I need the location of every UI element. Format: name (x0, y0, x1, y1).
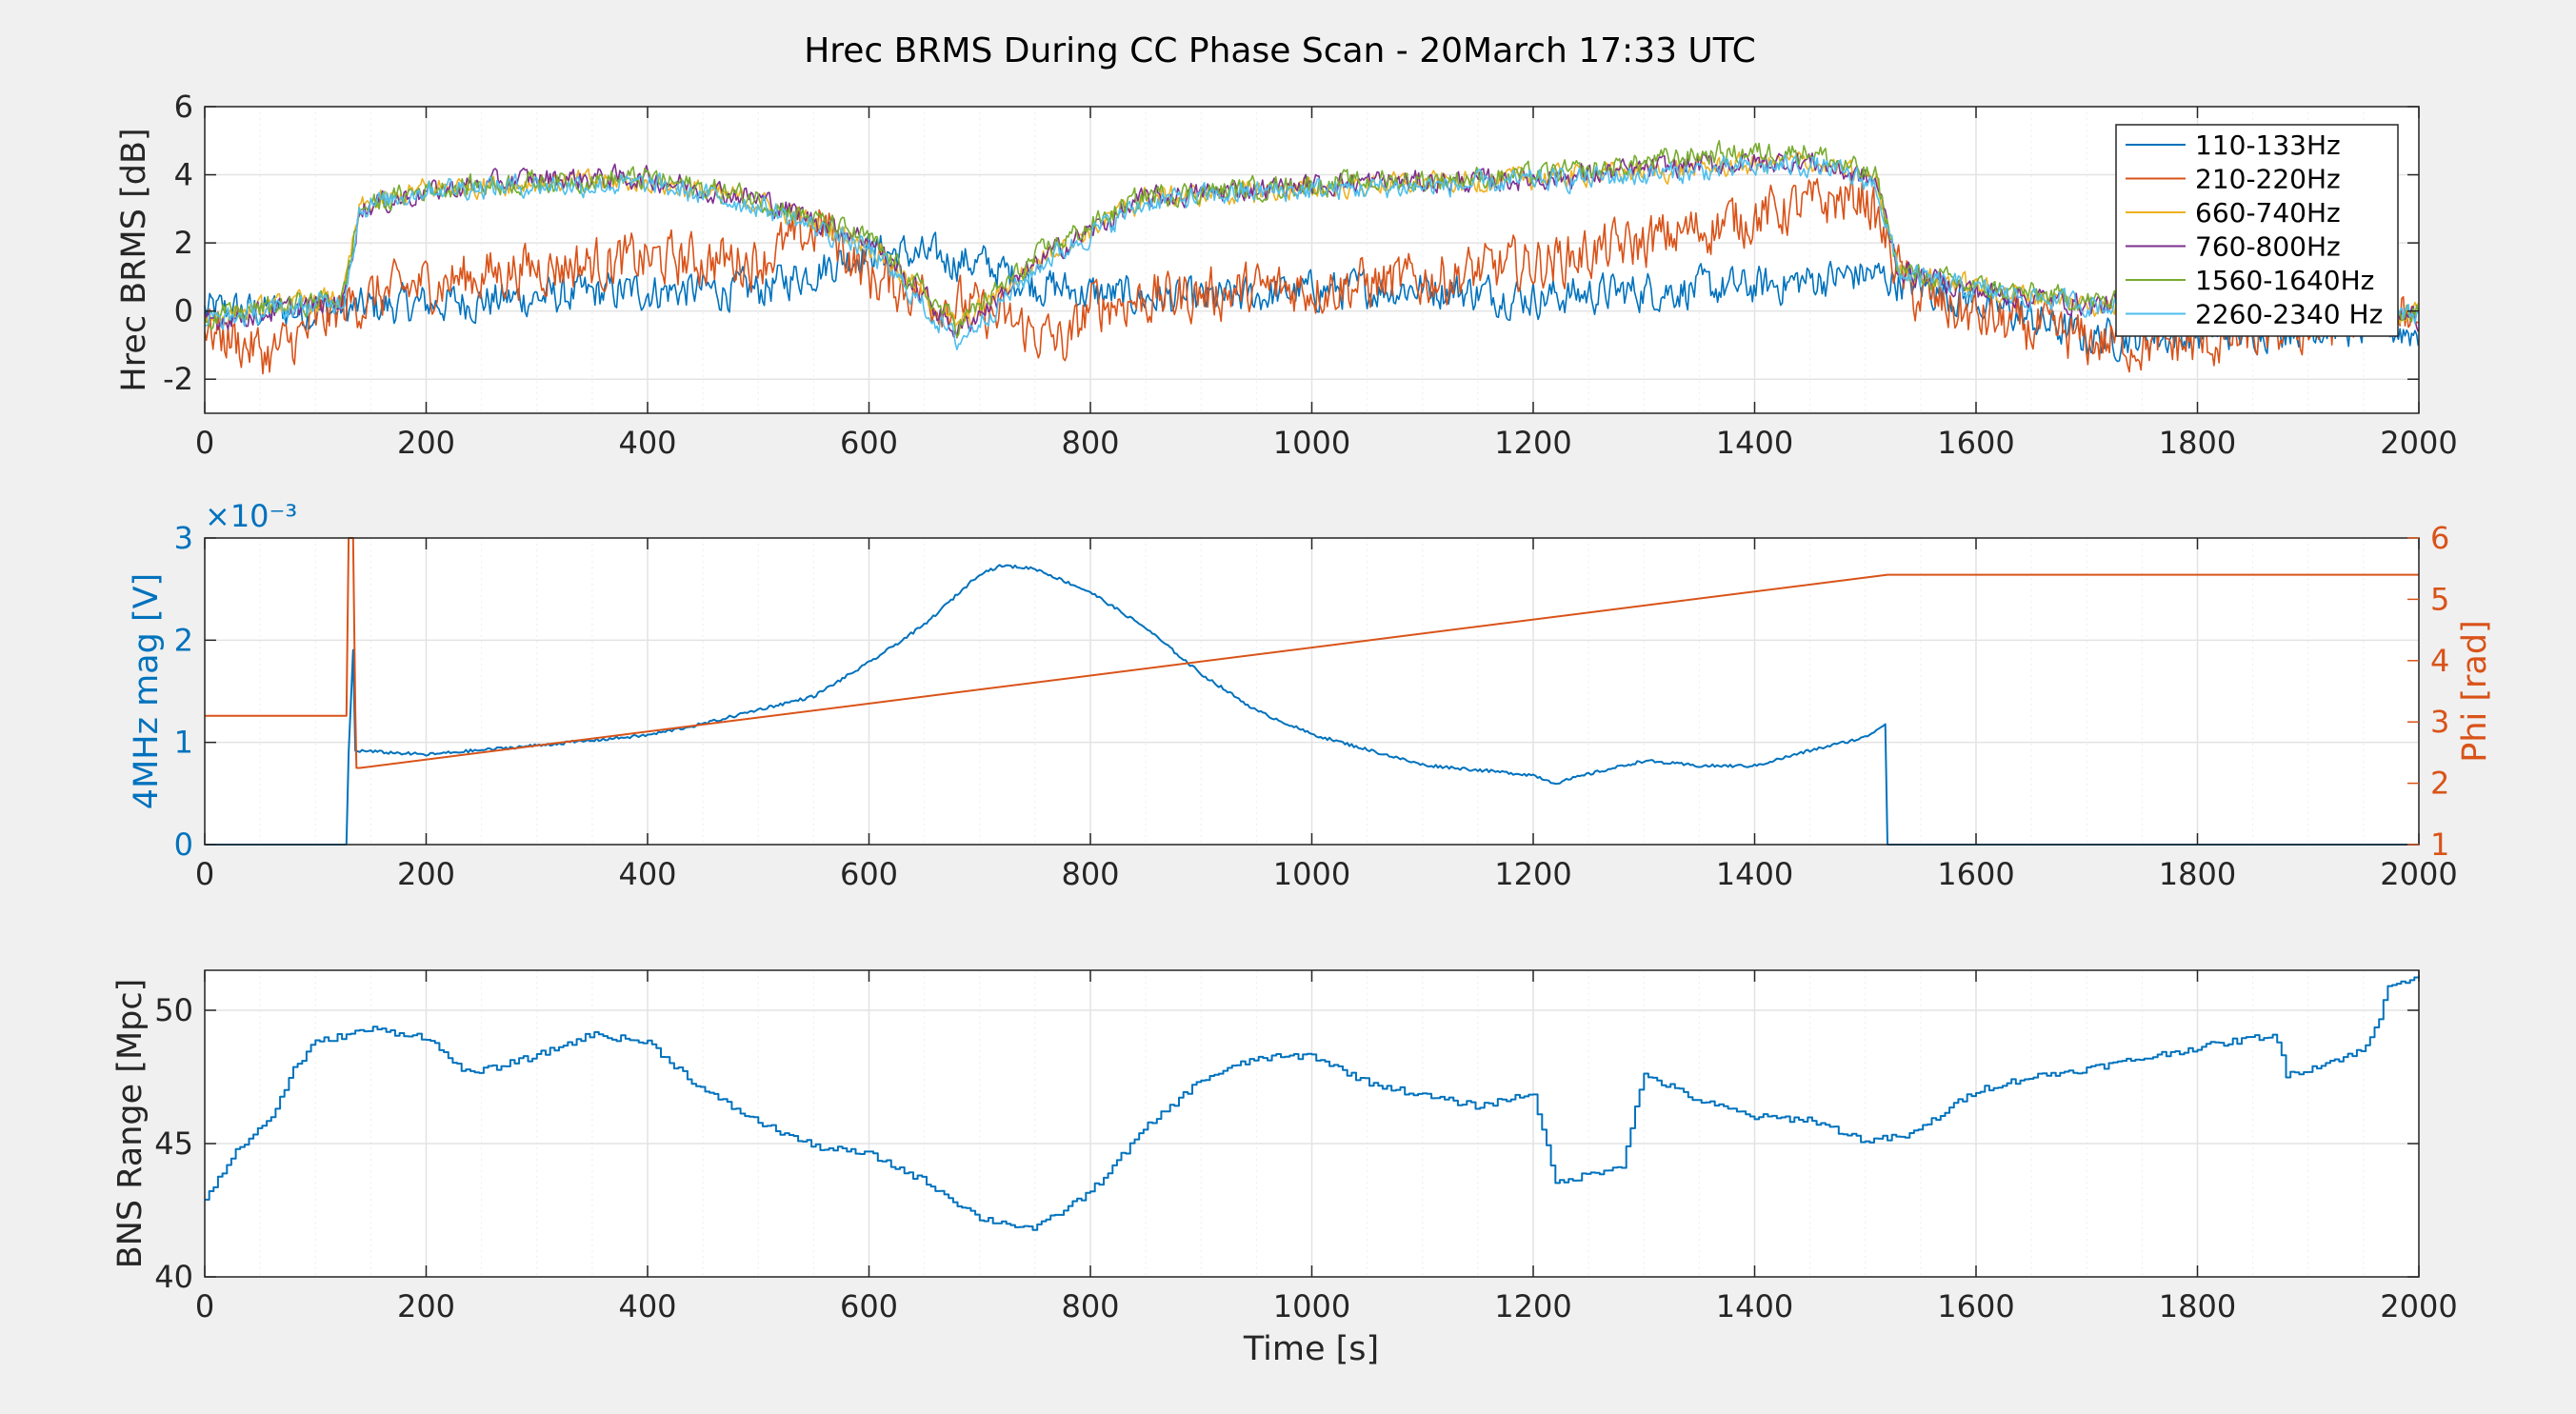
legend: 110-133Hz210-220Hz660-740Hz760-800Hz1560… (2115, 124, 2399, 337)
x-tick-label: 400 (618, 1288, 676, 1324)
series-group (204, 140, 2420, 375)
y-tick-label-right: 4 (2430, 643, 2449, 679)
x-tick-label: 1600 (1937, 856, 2014, 892)
x-tick-label: 1600 (1937, 1288, 2014, 1324)
x-tick-label: 200 (397, 856, 455, 892)
plot-bns-range: 0 200 400 600 800 1000 1200 1400 1600 1800 2000 40 4… (111, 969, 2458, 1368)
tick-group: 0 200 400 600 800 1000 1200 1400 1600 1800 2000 40 4… (154, 970, 2458, 1324)
x-axis-label: Time [s] (1243, 1330, 1379, 1368)
x-tick-label: 1200 (1494, 856, 1571, 892)
x-tick-label: 800 (1061, 1288, 1119, 1324)
plot-hrec-brms: 0 200 400 600 800 1000 1200 1400 1600 1800 2000-20… (115, 89, 2458, 461)
legend-entry: 760-800Hz (2195, 231, 2341, 263)
x-tick-label: 1800 (2159, 1288, 2236, 1324)
figure-title: Hrec BRMS During CC Phase Scan - 20March… (804, 31, 1756, 70)
x-tick-label: 0 (195, 425, 214, 461)
plot-4mhz-mag-phi: 0 200 400 600 800 1000 1200 1400 1600 1800 2000 0 1 2… (128, 498, 2494, 892)
y-tick-label: 0 (174, 826, 193, 863)
x-tick-label: 2000 (2380, 1288, 2457, 1324)
x-tick-label: 1000 (1273, 856, 1350, 892)
x-tick-label: 600 (840, 425, 898, 461)
legend-entry: 210-220Hz (2195, 164, 2341, 195)
y-tick-label: 1 (174, 725, 193, 761)
y-tick-label-right: 3 (2430, 704, 2449, 740)
y-tick-label: 3 (174, 520, 193, 556)
x-tick-label: 600 (840, 1288, 898, 1324)
x-tick-label: 1000 (1273, 425, 1350, 461)
x-tick-label: 0 (195, 1288, 214, 1324)
series-line (205, 537, 2419, 769)
series-group (205, 975, 2420, 1231)
y-tick-label: 6 (174, 89, 193, 125)
series-line (204, 153, 2419, 351)
legend-entry: 2260-2340 Hz (2195, 299, 2383, 330)
x-tick-label: 2000 (2380, 856, 2457, 892)
x-tick-label: 1800 (2159, 856, 2236, 892)
x-tick-label: 1200 (1494, 425, 1571, 461)
y-tick-label-right: 6 (2430, 520, 2449, 556)
tick-group: 0 200 400 600 800 1000 1200 1400 1600 1800 2000 0 1 2… (174, 520, 2458, 892)
x-tick-label: 200 (397, 425, 455, 461)
x-tick-label: 1800 (2159, 425, 2236, 461)
y-axis-label-right: Phi [rad] (2456, 620, 2494, 763)
x-tick-label: 200 (397, 1288, 455, 1324)
y-tick-label-right: 2 (2430, 766, 2449, 802)
legend-entry: 660-740Hz (2195, 197, 2341, 229)
y-tick-label: 0 (174, 293, 193, 329)
y-tick-label: 2 (174, 225, 193, 261)
y-axis-label: BNS Range [Mpc] (111, 979, 150, 1269)
y-tick-label: -2 (163, 361, 193, 397)
series-line (204, 169, 2419, 375)
x-tick-label: 800 (1061, 425, 1119, 461)
legend-entry: 1560-1640Hz (2195, 265, 2374, 296)
tick-group: 0 200 400 600 800 1000 1200 1400 1600 1800 2000-20… (163, 89, 2458, 461)
x-tick-label: 1600 (1937, 425, 2014, 461)
series-line (205, 975, 2420, 1231)
x-tick-label: 2000 (2380, 425, 2457, 461)
y-exponent-label: ×10⁻³ (205, 498, 297, 534)
x-tick-label: 1400 (1716, 425, 1793, 461)
y-tick-label: 2 (174, 622, 193, 658)
legend-box (2115, 124, 2399, 337)
x-tick-label: 1400 (1716, 1288, 1793, 1324)
y-axis-label: Hrec BRMS [dB] (115, 128, 153, 391)
x-tick-label: 800 (1061, 856, 1119, 892)
y-tick-label: 50 (154, 992, 193, 1028)
y-tick-label: 45 (154, 1125, 193, 1162)
x-tick-label: 1200 (1494, 1288, 1571, 1324)
x-tick-label: 400 (618, 856, 676, 892)
y-tick-label-right: 5 (2430, 581, 2449, 617)
x-tick-label: 600 (840, 856, 898, 892)
x-tick-label: 1400 (1716, 856, 1793, 892)
series-line (204, 231, 2420, 363)
y-axis-label-left: 4MHz mag [V] (128, 573, 166, 809)
legend-entry: 110-133Hz (2195, 129, 2341, 161)
y-tick-label: 40 (154, 1259, 193, 1295)
x-tick-label: 1000 (1273, 1288, 1350, 1324)
y-tick-label-right: 1 (2430, 826, 2449, 863)
x-tick-label: 0 (195, 856, 214, 892)
x-tick-label: 400 (618, 425, 676, 461)
y-tick-label: 4 (174, 157, 193, 193)
